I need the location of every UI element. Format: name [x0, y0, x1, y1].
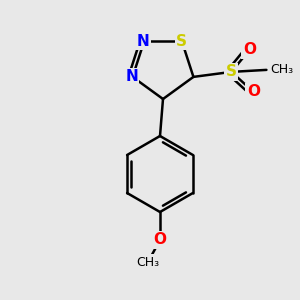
Text: O: O [243, 42, 256, 57]
Text: CH₃: CH₃ [270, 63, 294, 76]
Text: N: N [125, 69, 138, 84]
Text: S: S [176, 34, 187, 49]
Text: N: N [137, 34, 150, 49]
Text: S: S [226, 64, 237, 80]
Text: O: O [154, 232, 166, 247]
Text: CH₃: CH₃ [136, 256, 160, 268]
Text: O: O [247, 84, 260, 99]
